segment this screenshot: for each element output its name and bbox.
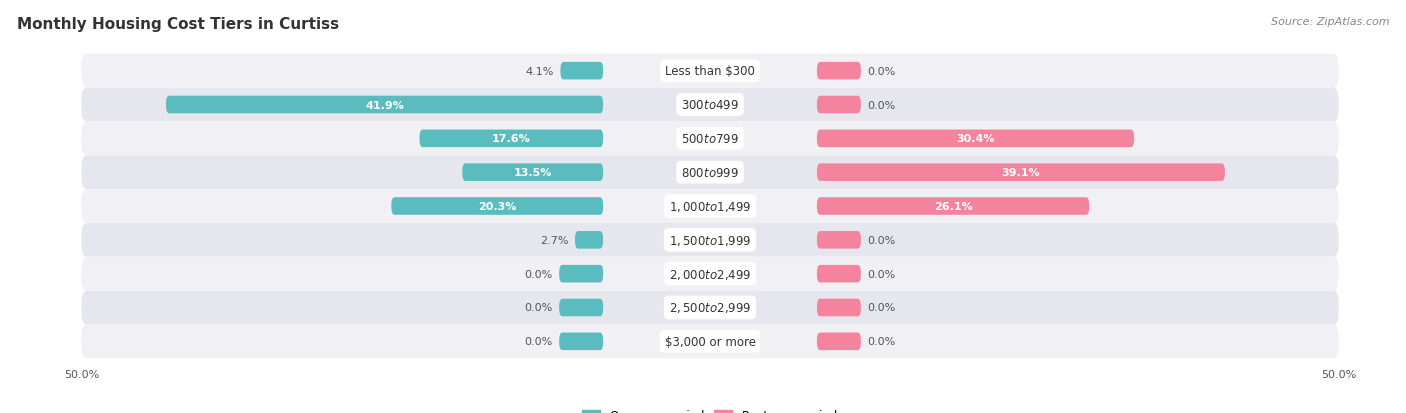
FancyBboxPatch shape (82, 55, 1339, 88)
Text: 0.0%: 0.0% (868, 66, 896, 76)
FancyBboxPatch shape (82, 190, 1339, 223)
Text: 39.1%: 39.1% (1001, 168, 1040, 178)
FancyBboxPatch shape (82, 223, 1339, 257)
Text: Less than $300: Less than $300 (665, 65, 755, 78)
FancyBboxPatch shape (817, 130, 1135, 148)
Text: 0.0%: 0.0% (868, 269, 896, 279)
FancyBboxPatch shape (391, 198, 603, 215)
Text: 0.0%: 0.0% (868, 100, 896, 110)
FancyBboxPatch shape (817, 265, 860, 283)
FancyBboxPatch shape (82, 122, 1339, 156)
Text: $3,000 or more: $3,000 or more (665, 335, 755, 348)
Text: Source: ZipAtlas.com: Source: ZipAtlas.com (1271, 17, 1389, 26)
FancyBboxPatch shape (82, 156, 1339, 190)
Text: 0.0%: 0.0% (524, 269, 553, 279)
FancyBboxPatch shape (166, 97, 603, 114)
FancyBboxPatch shape (817, 63, 860, 80)
Text: 30.4%: 30.4% (956, 134, 995, 144)
Text: Monthly Housing Cost Tiers in Curtiss: Monthly Housing Cost Tiers in Curtiss (17, 17, 339, 31)
Text: 0.0%: 0.0% (524, 337, 553, 347)
FancyBboxPatch shape (560, 265, 603, 283)
FancyBboxPatch shape (561, 63, 603, 80)
Text: 0.0%: 0.0% (868, 303, 896, 313)
FancyBboxPatch shape (419, 130, 603, 148)
Text: $1,500 to $1,999: $1,500 to $1,999 (669, 233, 751, 247)
FancyBboxPatch shape (817, 164, 1225, 182)
Text: $800 to $999: $800 to $999 (681, 166, 740, 179)
Text: 0.0%: 0.0% (868, 235, 896, 245)
FancyBboxPatch shape (817, 231, 860, 249)
FancyBboxPatch shape (560, 333, 603, 350)
FancyBboxPatch shape (575, 231, 603, 249)
Text: $1,000 to $1,499: $1,000 to $1,499 (669, 199, 751, 214)
FancyBboxPatch shape (817, 198, 1090, 215)
FancyBboxPatch shape (82, 291, 1339, 325)
Text: 0.0%: 0.0% (524, 303, 553, 313)
FancyBboxPatch shape (817, 299, 860, 316)
Text: 20.3%: 20.3% (478, 202, 516, 211)
FancyBboxPatch shape (560, 299, 603, 316)
Text: 41.9%: 41.9% (366, 100, 404, 110)
Legend: Owner-occupied, Renter-occupied: Owner-occupied, Renter-occupied (578, 404, 842, 413)
FancyBboxPatch shape (817, 97, 860, 114)
FancyBboxPatch shape (817, 333, 860, 350)
Text: $500 to $799: $500 to $799 (681, 133, 740, 145)
FancyBboxPatch shape (82, 257, 1339, 291)
Text: 0.0%: 0.0% (868, 337, 896, 347)
Text: $2,000 to $2,499: $2,000 to $2,499 (669, 267, 751, 281)
Text: 17.6%: 17.6% (492, 134, 530, 144)
Text: 26.1%: 26.1% (934, 202, 973, 211)
Text: $300 to $499: $300 to $499 (681, 99, 740, 112)
Text: 4.1%: 4.1% (526, 66, 554, 76)
FancyBboxPatch shape (82, 88, 1339, 122)
Text: 13.5%: 13.5% (513, 168, 553, 178)
FancyBboxPatch shape (82, 325, 1339, 358)
FancyBboxPatch shape (463, 164, 603, 182)
Text: $2,500 to $2,999: $2,500 to $2,999 (669, 301, 751, 315)
Text: 2.7%: 2.7% (540, 235, 568, 245)
